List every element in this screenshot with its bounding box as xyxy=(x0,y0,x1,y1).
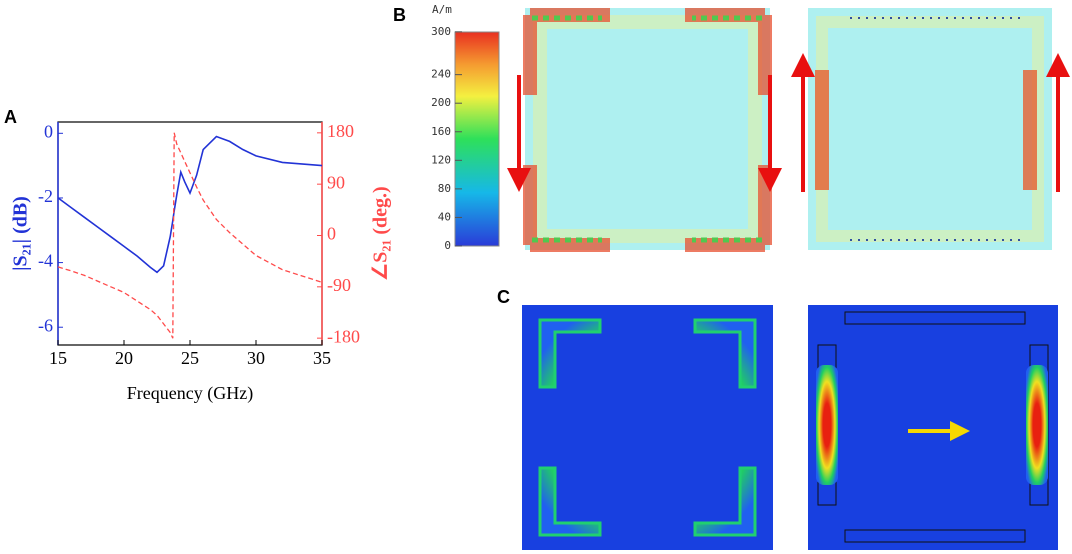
x-tick-label: 35 xyxy=(313,348,331,368)
panel-label: B xyxy=(393,5,406,25)
y-tick-label: 0 xyxy=(44,121,53,141)
colorbar-tick-label: 0 xyxy=(444,239,451,252)
current-map xyxy=(507,8,782,252)
plot-a: 15 20 25 30 35 0 -2 -4 -6 180 90 0 -90 -180 Frequency … xyxy=(10,121,392,404)
series-line xyxy=(57,135,323,274)
y-tick-label: -6 xyxy=(38,315,53,335)
y2-tick-label: -90 xyxy=(327,275,351,295)
colorbar-tick-label: 40 xyxy=(438,210,451,223)
colorbar-tick-label: 120 xyxy=(431,153,451,166)
y-tick-label: -2 xyxy=(38,186,53,206)
x-tick-label: 30 xyxy=(247,348,265,368)
colorbar-ticks: 300 240 200 160 120 80 40 0 xyxy=(431,25,462,252)
x-tick-label: 25 xyxy=(181,348,199,368)
x-tick-label: 20 xyxy=(115,348,133,368)
current-map xyxy=(791,8,1070,250)
colorbar xyxy=(454,31,500,247)
y2-tick-label: 180 xyxy=(327,121,354,141)
x-axis-label: Frequency (GHz) xyxy=(127,383,253,404)
y-tick-label: -4 xyxy=(38,251,53,271)
colorbar-tick-label: 160 xyxy=(431,125,451,138)
plot-frame xyxy=(57,121,323,346)
y2-axis-label: ∠S₂₁ (deg.) xyxy=(370,186,392,280)
panel-label: C xyxy=(497,287,510,307)
field-map xyxy=(808,305,1058,550)
y2-tick-label: -180 xyxy=(327,326,360,346)
panel-label: A xyxy=(4,107,17,127)
y-axis-label: |S₂₁| (dB) xyxy=(10,196,32,271)
colorbar-tick-label: 240 xyxy=(431,68,451,81)
y2-tick-label: 0 xyxy=(327,224,336,244)
y2-tick-label: 90 xyxy=(327,172,345,192)
colorbar-unit: A/m xyxy=(432,3,452,16)
series-line xyxy=(57,132,323,339)
colorbar-tick-label: 200 xyxy=(431,96,451,109)
field-map xyxy=(522,305,773,550)
colorbar-tick-label: 80 xyxy=(438,182,451,195)
colorbar-tick-label: 300 xyxy=(431,25,451,38)
x-tick-label: 15 xyxy=(49,348,67,368)
